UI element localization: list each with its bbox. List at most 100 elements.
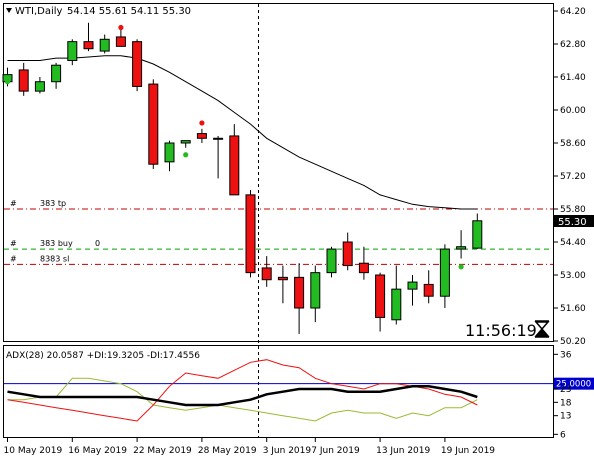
bear-candle-body [245,194,256,274]
bear-candle-body [83,41,94,50]
bull-candle-body [456,246,467,250]
bull-candle-body [34,81,45,92]
bull-candle-body [67,41,78,61]
candle [99,34,110,54]
candle [358,246,369,280]
order-label: 8383 sl [40,254,69,263]
bull-candle-body [51,64,62,83]
bull-candle-body [439,248,450,297]
price-tick-label: 57.20 [560,172,586,182]
time-tick-label: 19 Jun 2019 [441,446,495,456]
bear-candle-body [229,135,240,196]
indicator-tick-label: 6 [560,430,566,440]
candle [245,190,256,278]
candle [67,39,78,66]
fractals [4,24,464,270]
bull-candle-body [391,288,402,321]
time-tick-label: 3 Jun 2019 [263,446,312,456]
time-tick-label: 13 Jun 2019 [376,446,430,456]
candle [51,62,62,89]
symbol-label: WTI,Daily [15,6,63,17]
candle [456,230,467,259]
chevron-down-icon[interactable] [6,8,12,13]
price-tick-label: 58.60 [560,139,586,149]
price-axis: 64.20 62.80 61.40 60.00 58.60 57.20 55.80 54.40… [554,7,586,347]
candle [375,272,386,332]
candle [229,124,240,196]
fractal-dot [183,152,189,158]
bull-candle-body [310,272,321,309]
bear-candle-body [358,262,369,274]
fractal-dot [4,79,11,85]
candle [83,22,94,52]
indicator-label: ADX(28) 20.0587 +DI:19.3205 -DI:17.4556 [6,351,200,361]
candle [18,62,29,96]
indicator-tick-label: 13 [560,412,571,422]
order-marker: # [10,239,17,248]
candle [261,256,272,287]
indicator-tick-label: 18 [560,398,572,408]
bear-candle-body [423,283,434,297]
candle [439,244,450,308]
price-tick-label: 50.20 [560,337,586,347]
candle [180,140,191,148]
candle [148,79,159,169]
price-tick-label: 54.40 [560,238,586,248]
candle [310,265,321,323]
hourglass-icon [534,320,550,338]
order-label: 383 tp [40,199,66,208]
bear-candle-body [375,274,386,318]
bear-candle-body [261,267,272,281]
candle [277,265,288,304]
candle [407,275,418,306]
order-marker: # [10,199,17,208]
bear-candle-body [342,241,353,267]
price-panel-frame [3,3,554,342]
bull-candle-body [326,248,337,274]
bear-candle-body [277,276,288,281]
bar-countdown-clock: 11:56:19 [465,321,537,340]
candle [34,77,45,94]
price-tick-label: 64.20 [560,7,586,17]
adx-level-box [554,377,594,390]
candle [132,39,143,92]
bear-candle-body [196,133,207,139]
price-tick-label: 53.00 [560,271,586,281]
ma-line [7,55,478,210]
bull-candle-body [99,38,110,52]
candle [294,263,305,334]
bear-candle-body [148,83,159,165]
time-tick-label: 22 May 2019 [133,446,192,456]
fractal-dot [199,120,205,126]
adx-indicator: 25.0000 36 23 18 13 6 [4,350,594,440]
ohlc-readout: 54.14 55.61 54.11 55.30 [67,6,191,17]
bull-candle-body [213,137,224,140]
time-tick-label: 7 Jun 2019 [311,446,360,456]
bear-candle-body [132,41,143,87]
price-tick-label: 60.00 [560,106,586,116]
time-axis: 10 May 2019 16 May 2019 22 May 2019 28 May … [4,438,495,456]
bull-candle-body [472,220,483,249]
current-price-box [554,215,594,227]
price-tick-label: 62.80 [560,40,586,50]
current-price-label: 55.30 [558,217,587,228]
bear-candle-body [18,69,29,92]
candles [2,22,483,334]
bull-candle-body [180,140,191,144]
candle [326,246,337,278]
candle [196,128,207,143]
minus-di-line [7,359,478,422]
candle [472,213,483,249]
plus-di-line [7,377,478,422]
time-tick-label: 16 May 2019 [68,446,127,456]
fractal-dot [118,24,124,31]
adx-level-label: 25.0000 [556,380,591,390]
indicator-tick-label: 36 [560,350,572,360]
candle [213,135,224,179]
candle [342,232,353,271]
order-marker: # [10,254,17,263]
price-tick-label: 61.40 [560,73,586,83]
bear-candle-body [294,276,305,309]
